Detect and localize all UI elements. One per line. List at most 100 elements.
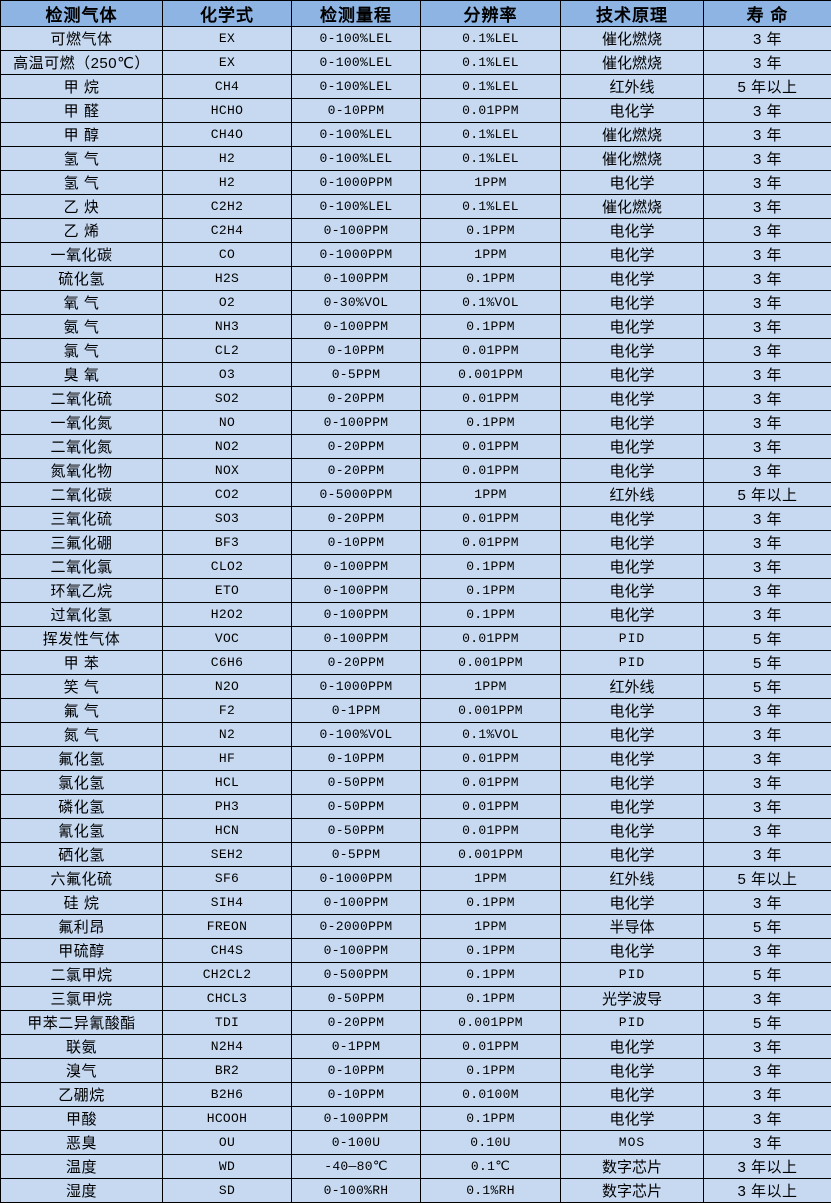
cell-gas: 二氧化氯 <box>1 555 163 579</box>
cell-life: 3 年 <box>704 747 831 771</box>
cell-gas: 硒化氢 <box>1 843 163 867</box>
cell-resolution: 0.1%VOL <box>421 291 561 315</box>
cell-gas: 笑 气 <box>1 675 163 699</box>
cell-range: 0-50PPM <box>292 771 421 795</box>
cell-resolution: 1PPM <box>421 915 561 939</box>
cell-gas: 甲 醇 <box>1 123 163 147</box>
cell-formula: OU <box>163 1131 292 1155</box>
cell-formula: SF6 <box>163 867 292 891</box>
cell-range: 0-2000PPM <box>292 915 421 939</box>
cell-formula: SO2 <box>163 387 292 411</box>
cell-resolution: 0.01PPM <box>421 747 561 771</box>
cell-formula: H2S <box>163 267 292 291</box>
cell-life: 3 年 <box>704 171 831 195</box>
cell-tech: PID <box>561 1011 704 1035</box>
cell-life: 5 年以上 <box>704 867 831 891</box>
cell-gas: 硫化氢 <box>1 267 163 291</box>
cell-resolution: 0.1PPM <box>421 987 561 1011</box>
cell-tech: 电化学 <box>561 171 704 195</box>
cell-life: 3 年 <box>704 531 831 555</box>
cell-tech: 红外线 <box>561 75 704 99</box>
cell-tech: 光学波导 <box>561 987 704 1011</box>
cell-resolution: 0.1%VOL <box>421 723 561 747</box>
cell-life: 5 年 <box>704 651 831 675</box>
cell-resolution: 0.001PPM <box>421 843 561 867</box>
cell-range: 0-10PPM <box>292 1083 421 1107</box>
cell-life: 3 年 <box>704 843 831 867</box>
cell-formula: ETO <box>163 579 292 603</box>
cell-range: 0-100%LEL <box>292 195 421 219</box>
cell-gas: 溴气 <box>1 1059 163 1083</box>
cell-range: 0-5PPM <box>292 363 421 387</box>
cell-resolution: 0.1%LEL <box>421 27 561 51</box>
cell-formula: HF <box>163 747 292 771</box>
cell-tech: 电化学 <box>561 579 704 603</box>
cell-gas: 二氯甲烷 <box>1 963 163 987</box>
cell-formula: EX <box>163 51 292 75</box>
cell-formula: CH4 <box>163 75 292 99</box>
cell-tech: 电化学 <box>561 843 704 867</box>
cell-life: 3 年 <box>704 147 831 171</box>
cell-tech: 电化学 <box>561 1083 704 1107</box>
cell-range: 0-1000PPM <box>292 867 421 891</box>
cell-life: 3 年以上 <box>704 1155 831 1179</box>
cell-life: 3 年 <box>704 555 831 579</box>
cell-gas: 甲苯二异氰酸酯 <box>1 1011 163 1035</box>
column-header-resolution: 分辨率 <box>421 1 561 27</box>
cell-formula: HCHO <box>163 99 292 123</box>
cell-tech: 电化学 <box>561 459 704 483</box>
cell-range: 0-20PPM <box>292 387 421 411</box>
cell-range: 0-100PPM <box>292 315 421 339</box>
cell-resolution: 1PPM <box>421 243 561 267</box>
cell-formula: BF3 <box>163 531 292 555</box>
cell-formula: CO <box>163 243 292 267</box>
cell-range: 0-1PPM <box>292 1035 421 1059</box>
cell-formula: WD <box>163 1155 292 1179</box>
cell-life: 3 年 <box>704 51 831 75</box>
cell-range: 0-100PPM <box>292 603 421 627</box>
column-header-gas: 检测气体 <box>1 1 163 27</box>
cell-range: 0-100%LEL <box>292 123 421 147</box>
cell-formula: CL2 <box>163 339 292 363</box>
cell-life: 3 年 <box>704 267 831 291</box>
cell-formula: CO2 <box>163 483 292 507</box>
cell-life: 3 年 <box>704 1083 831 1107</box>
cell-tech: 电化学 <box>561 411 704 435</box>
cell-gas: 氟化氢 <box>1 747 163 771</box>
cell-tech: 数字芯片 <box>561 1155 704 1179</box>
cell-formula: NH3 <box>163 315 292 339</box>
cell-gas: 甲硫醇 <box>1 939 163 963</box>
cell-gas: 六氟化硫 <box>1 867 163 891</box>
cell-gas: 温度 <box>1 1155 163 1179</box>
cell-tech: 电化学 <box>561 723 704 747</box>
cell-range: 0-100PPM <box>292 627 421 651</box>
cell-gas: 三氯甲烷 <box>1 987 163 1011</box>
cell-range: 0-20PPM <box>292 435 421 459</box>
cell-gas: 三氧化硫 <box>1 507 163 531</box>
cell-formula: H2O2 <box>163 603 292 627</box>
cell-resolution: 0.1%LEL <box>421 75 561 99</box>
cell-life: 3 年 <box>704 315 831 339</box>
cell-gas: 一氧化碳 <box>1 243 163 267</box>
cell-resolution: 0.001PPM <box>421 363 561 387</box>
cell-life: 5 年 <box>704 675 831 699</box>
